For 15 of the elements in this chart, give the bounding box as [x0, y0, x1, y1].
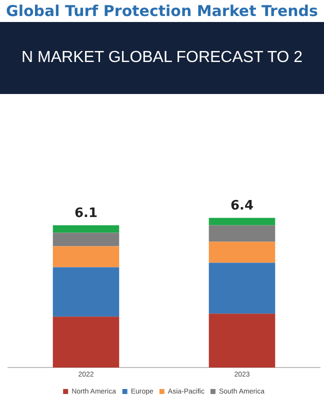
bar — [208, 314, 276, 368]
bar — [52, 267, 120, 317]
chart-title: Global Turf Protection Market Trends — [5, 1, 319, 22]
bar — [208, 242, 276, 263]
bar — [52, 246, 120, 268]
annotation: 6.4 — [230, 198, 254, 214]
bar — [208, 225, 276, 242]
bar — [52, 232, 120, 246]
bar — [52, 316, 120, 368]
bar — [52, 225, 120, 233]
chart-subtitle: N MARKET GLOBAL FORECAST TO 2 — [22, 49, 302, 67]
annotation: 6.1 — [74, 206, 98, 222]
bar — [208, 262, 276, 314]
banner: N MARKET GLOBAL FORECAST TO 2 — [0, 22, 324, 94]
bar — [208, 218, 276, 226]
